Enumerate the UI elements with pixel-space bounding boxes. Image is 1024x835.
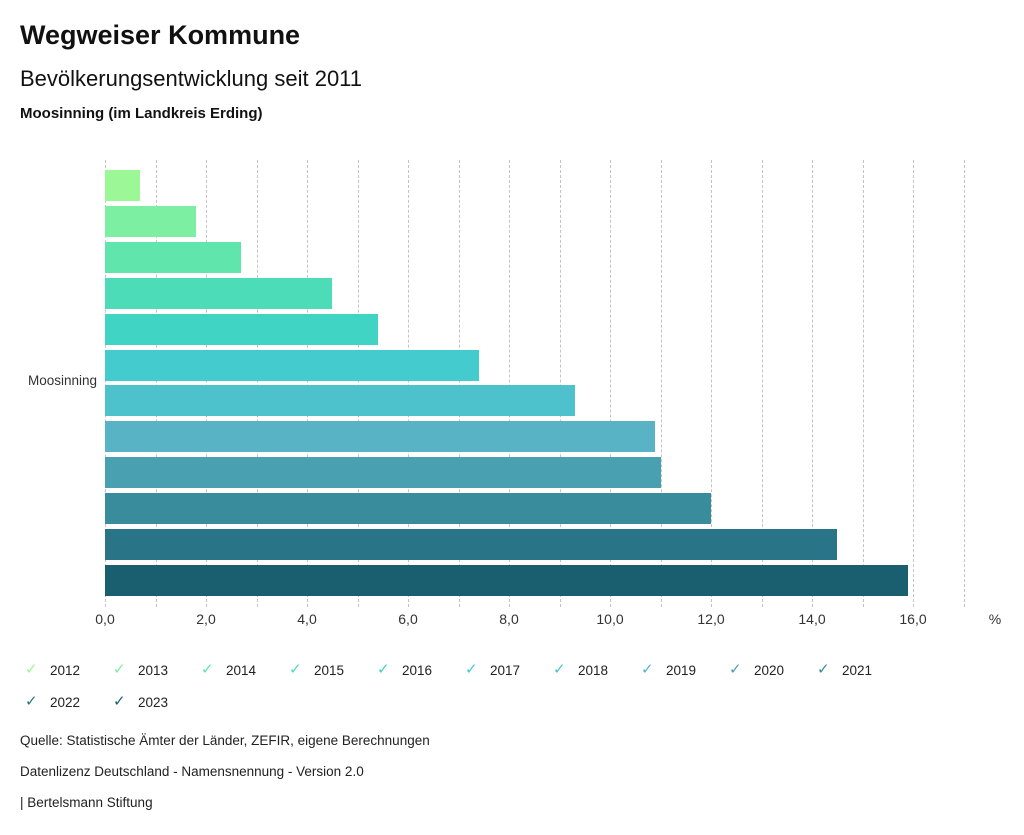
chart-title: Bevölkerungsentwicklung seit 2011 (20, 66, 363, 91)
x-tick-label: 2,0 (196, 611, 216, 627)
bar-2012[interactable] (105, 170, 141, 201)
legend-row: ✓ 2022 ✓ 2023 (20, 692, 1000, 712)
checkmark-icon: ✓ (729, 661, 742, 678)
gridline (206, 160, 207, 607)
gridline (963, 160, 965, 607)
bar-2018[interactable] (105, 385, 575, 417)
checkmark-icon: ✓ (641, 661, 654, 678)
x-tick-label: 6,0 (398, 611, 418, 627)
legend-item-2014[interactable]: ✓ 2014 (196, 660, 284, 680)
attribution-note: | Bertelsmann Stiftung (20, 795, 153, 810)
checkmark-icon: ✓ (201, 661, 214, 678)
page-title: Wegweiser Kommune (20, 20, 301, 50)
plot-area: 0,0 2,0 4,0 6,0 8,0 10,0 12,0 14,0 16,0% (95, 160, 1001, 627)
legend-item-2017[interactable]: ✓ 2017 (460, 660, 548, 680)
gridline (761, 160, 763, 607)
gridline (559, 160, 561, 607)
bar-2022[interactable] (105, 529, 838, 560)
legend-item-2019[interactable]: ✓ 2019 (636, 660, 724, 680)
gridline (913, 160, 914, 607)
bar-2016[interactable] (105, 313, 378, 345)
legend-row: ✓ 2012 ✓ 2013 ✓ 2014 ✓ 2015 ✓ 2016 ✓ 2017 ✓ 2018 ✓ 2019… (20, 660, 1000, 680)
gridline (610, 160, 611, 607)
x-tick-label: 14,0 (798, 611, 826, 627)
gridline (155, 160, 157, 607)
legend-item-2022[interactable]: ✓ 2022 (20, 692, 108, 712)
x-tick-label: 16,0 (899, 611, 927, 627)
y-axis-category-label: Moosinning (27, 373, 97, 388)
legend-item-label: 2015 (314, 662, 345, 678)
legend-item-2021[interactable]: ✓ 2021 (812, 660, 900, 680)
checkmark-icon: ✓ (25, 661, 38, 678)
legend-item-label: 2023 (138, 694, 169, 710)
checkmark-icon: ✓ (25, 693, 38, 710)
bar-2019[interactable] (105, 421, 656, 453)
legend-item-2015[interactable]: ✓ 2015 (284, 660, 372, 680)
gridline (408, 160, 409, 607)
legend-item-2016[interactable]: ✓ 2016 (372, 660, 460, 680)
bar-2013[interactable] (105, 205, 196, 237)
legend-item-label: 2013 (138, 662, 169, 678)
region-subtitle: Moosinning (im Landkreis Erding) (20, 105, 263, 122)
checkmark-icon: ✓ (377, 661, 390, 678)
checkmark-icon: ✓ (553, 661, 566, 678)
bar-2020[interactable] (105, 457, 661, 489)
legend-item-2013[interactable]: ✓ 2013 (108, 660, 196, 680)
license-note: Datenlizenz Deutschland - Namensnennung … (20, 764, 364, 779)
bar-2014[interactable] (105, 241, 242, 273)
x-tick-label: 12,0 (697, 611, 725, 627)
legend-item-label: 2020 (754, 662, 785, 678)
gridline (357, 160, 359, 607)
gridline (307, 160, 308, 607)
legend-item-label: 2019 (666, 662, 697, 678)
source-note: Quelle: Statistische Ämter der Länder, Z… (20, 733, 430, 748)
axis-unit-label: % (988, 611, 1002, 627)
bar-2021[interactable] (105, 493, 711, 525)
legend-item-label: 2018 (578, 662, 609, 678)
checkmark-icon: ✓ (465, 661, 478, 678)
gridline (509, 160, 510, 607)
bar-2015[interactable] (105, 277, 333, 309)
legend-item-label: 2017 (490, 662, 521, 678)
gridline (862, 160, 864, 607)
legend-item-label: 2016 (402, 662, 433, 678)
legend-item-label: 2012 (50, 662, 81, 678)
gridline (458, 160, 460, 607)
gridline (711, 160, 712, 607)
x-tick-label: 10,0 (596, 611, 624, 627)
checkmark-icon: ✓ (113, 661, 126, 678)
chart-legend: ✓ 2012 ✓ 2013 ✓ 2014 ✓ 2015 ✓ 2016 ✓ 2017 ✓ 2018 ✓ 2019… (20, 660, 1000, 724)
checkmark-icon: ✓ (817, 661, 830, 678)
bar-2017[interactable] (105, 349, 479, 381)
legend-item-2018[interactable]: ✓ 2018 (548, 660, 636, 680)
legend-item-2020[interactable]: ✓ 2020 (724, 660, 812, 680)
bar-2023[interactable] (105, 564, 908, 596)
legend-item-label: 2014 (226, 662, 257, 678)
legend-item-2023[interactable]: ✓ 2023 (108, 692, 196, 712)
gridline (660, 160, 662, 607)
checkmark-icon: ✓ (113, 693, 126, 710)
gridline (812, 160, 813, 607)
x-tick-label: 0,0 (95, 611, 115, 627)
x-tick-label: 8,0 (499, 611, 519, 627)
x-tick-label: 4,0 (297, 611, 317, 627)
legend-item-label: 2021 (842, 662, 873, 678)
gridline (105, 160, 106, 607)
legend-item-label: 2022 (50, 694, 81, 710)
legend-item-2012[interactable]: ✓ 2012 (20, 660, 108, 680)
checkmark-icon: ✓ (289, 661, 302, 678)
gridline (256, 160, 258, 607)
